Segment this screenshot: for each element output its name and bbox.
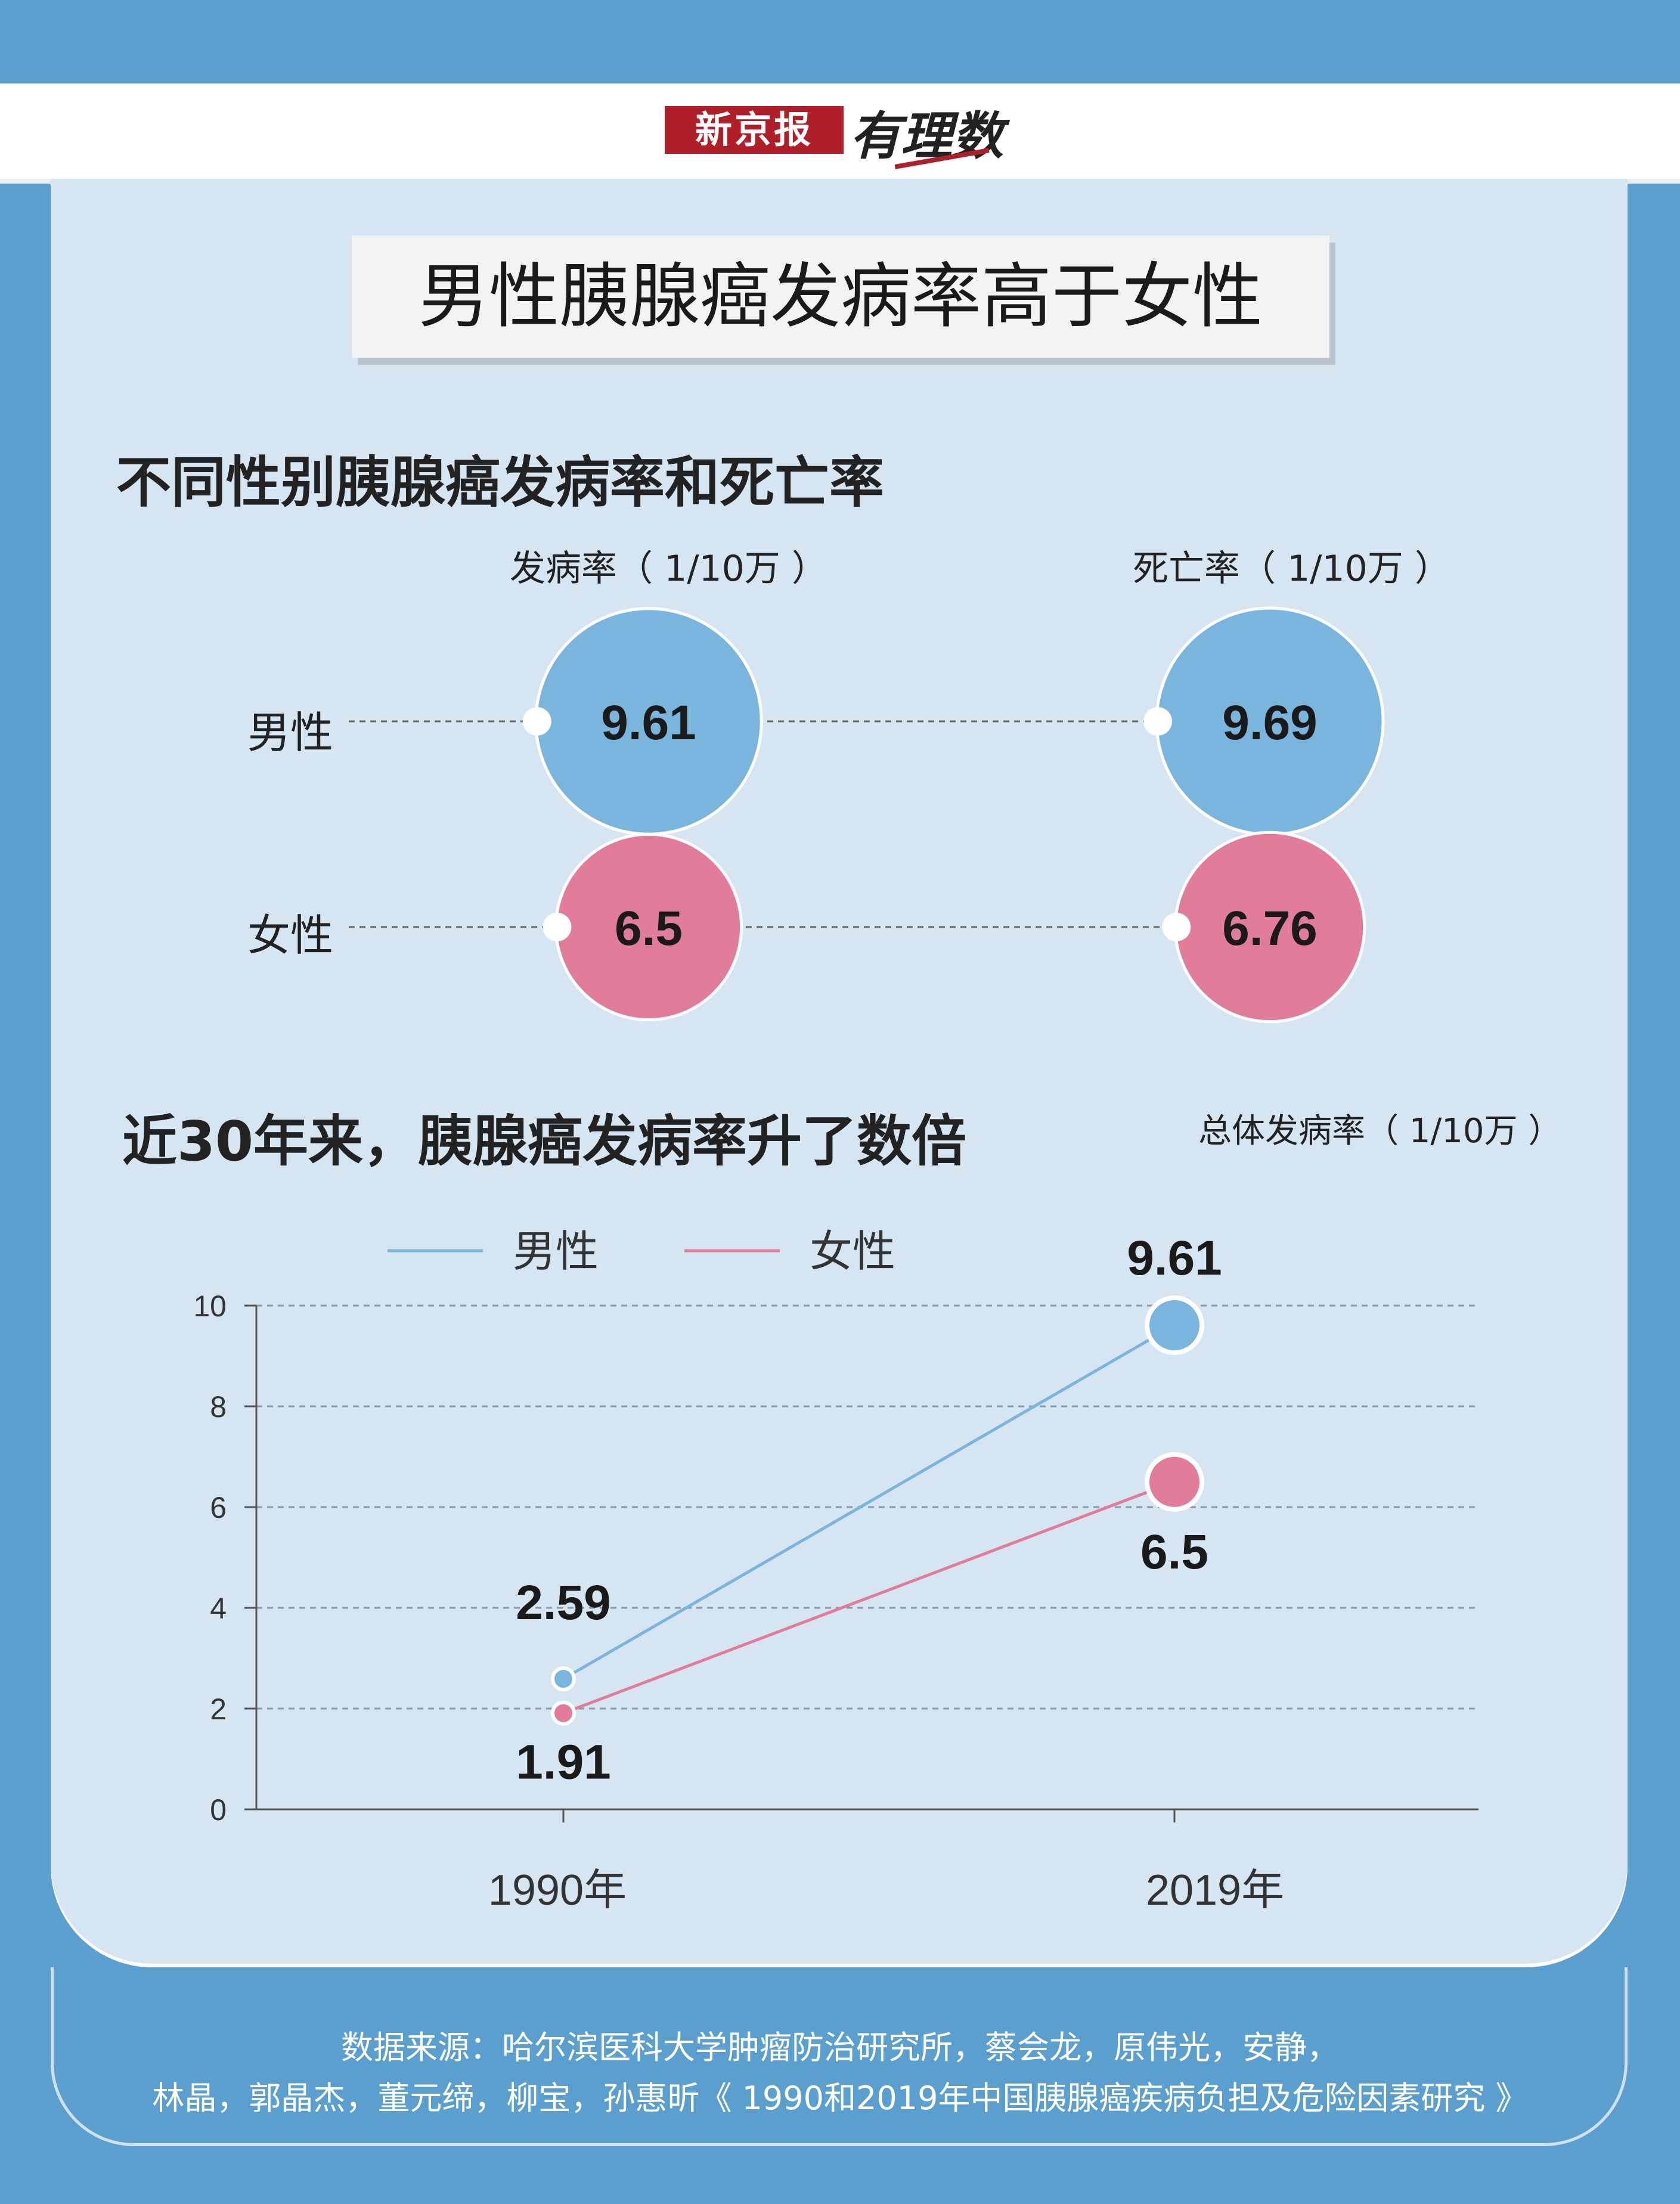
content-card xyxy=(51,179,1628,1967)
bubble-anchor-dot-0-1 xyxy=(1143,707,1172,736)
y-tick-label: 4 xyxy=(210,1592,227,1625)
source-line-1: 数据来源：哈尔滨医科大学肿瘤防治研究所，蔡会龙，原伟光，安静， xyxy=(341,2029,1339,2066)
brand-logo: 新京报 xyxy=(665,106,844,154)
data-label-0-0: 2.59 xyxy=(516,1576,611,1630)
section-title-trend: 近30年来，胰腺癌发病率升了数倍 xyxy=(122,1109,967,1173)
data-point-0-0 xyxy=(551,1666,576,1692)
row-label-male: 男性 xyxy=(247,708,334,758)
bubble-value-label: 9.69 xyxy=(1222,696,1318,750)
data-label-0-1: 9.61 xyxy=(1127,1231,1222,1285)
series-line-male xyxy=(562,1323,1176,1681)
bubble-value-label: 6.5 xyxy=(615,901,683,956)
page-title: 男性胰腺癌发病率高于女性 xyxy=(352,235,1329,358)
data-point-1-1 xyxy=(1145,1452,1204,1512)
row-label-female: 女性 xyxy=(247,910,334,960)
legend-label-0: 男性 xyxy=(513,1228,599,1276)
data-point-0-1 xyxy=(1145,1295,1204,1355)
data-point-1-0 xyxy=(551,1700,576,1726)
x-tick-label: 1990年 xyxy=(488,1867,627,1914)
brand-script-logo: 有理数 xyxy=(850,106,1003,166)
mortality-column-label: 死亡率（ 1/10万 ） xyxy=(1133,548,1450,590)
source-line-2: 林晶，郭晶杰，董元缔，柳宝，孙惠昕《 1990和2019年中国胰腺癌疾病负担及危… xyxy=(152,2079,1528,2117)
section-title-gender: 不同性别胰腺癌发病率和死亡率 xyxy=(116,451,885,514)
bubble-value-label: 6.76 xyxy=(1222,901,1318,956)
data-label-1-1: 6.5 xyxy=(1140,1525,1208,1579)
x-tick-label: 2019年 xyxy=(1146,1867,1284,1914)
bubble-anchor-dot-0-0 xyxy=(522,707,551,736)
y-tick-label: 2 xyxy=(210,1692,227,1726)
series-line-female xyxy=(563,1480,1175,1715)
y-tick-label: 6 xyxy=(210,1491,227,1524)
y-tick-label: 8 xyxy=(210,1390,227,1424)
incidence-column-label: 发病率（ 1/10万 ） xyxy=(510,548,827,590)
card-bottom-edge xyxy=(51,1967,1628,2146)
y-tick-label: 10 xyxy=(193,1289,227,1323)
legend-label-1: 女性 xyxy=(810,1228,895,1276)
trend-unit-label: 总体发病率（ 1/10万 ） xyxy=(1198,1112,1562,1151)
data-label-1-0: 1.91 xyxy=(516,1735,611,1790)
bubble-value-label: 9.61 xyxy=(601,696,696,750)
bubble-anchor-dot-1-0 xyxy=(543,913,572,941)
y-tick-label: 0 xyxy=(210,1793,227,1827)
bubble-anchor-dot-1-1 xyxy=(1162,913,1191,941)
